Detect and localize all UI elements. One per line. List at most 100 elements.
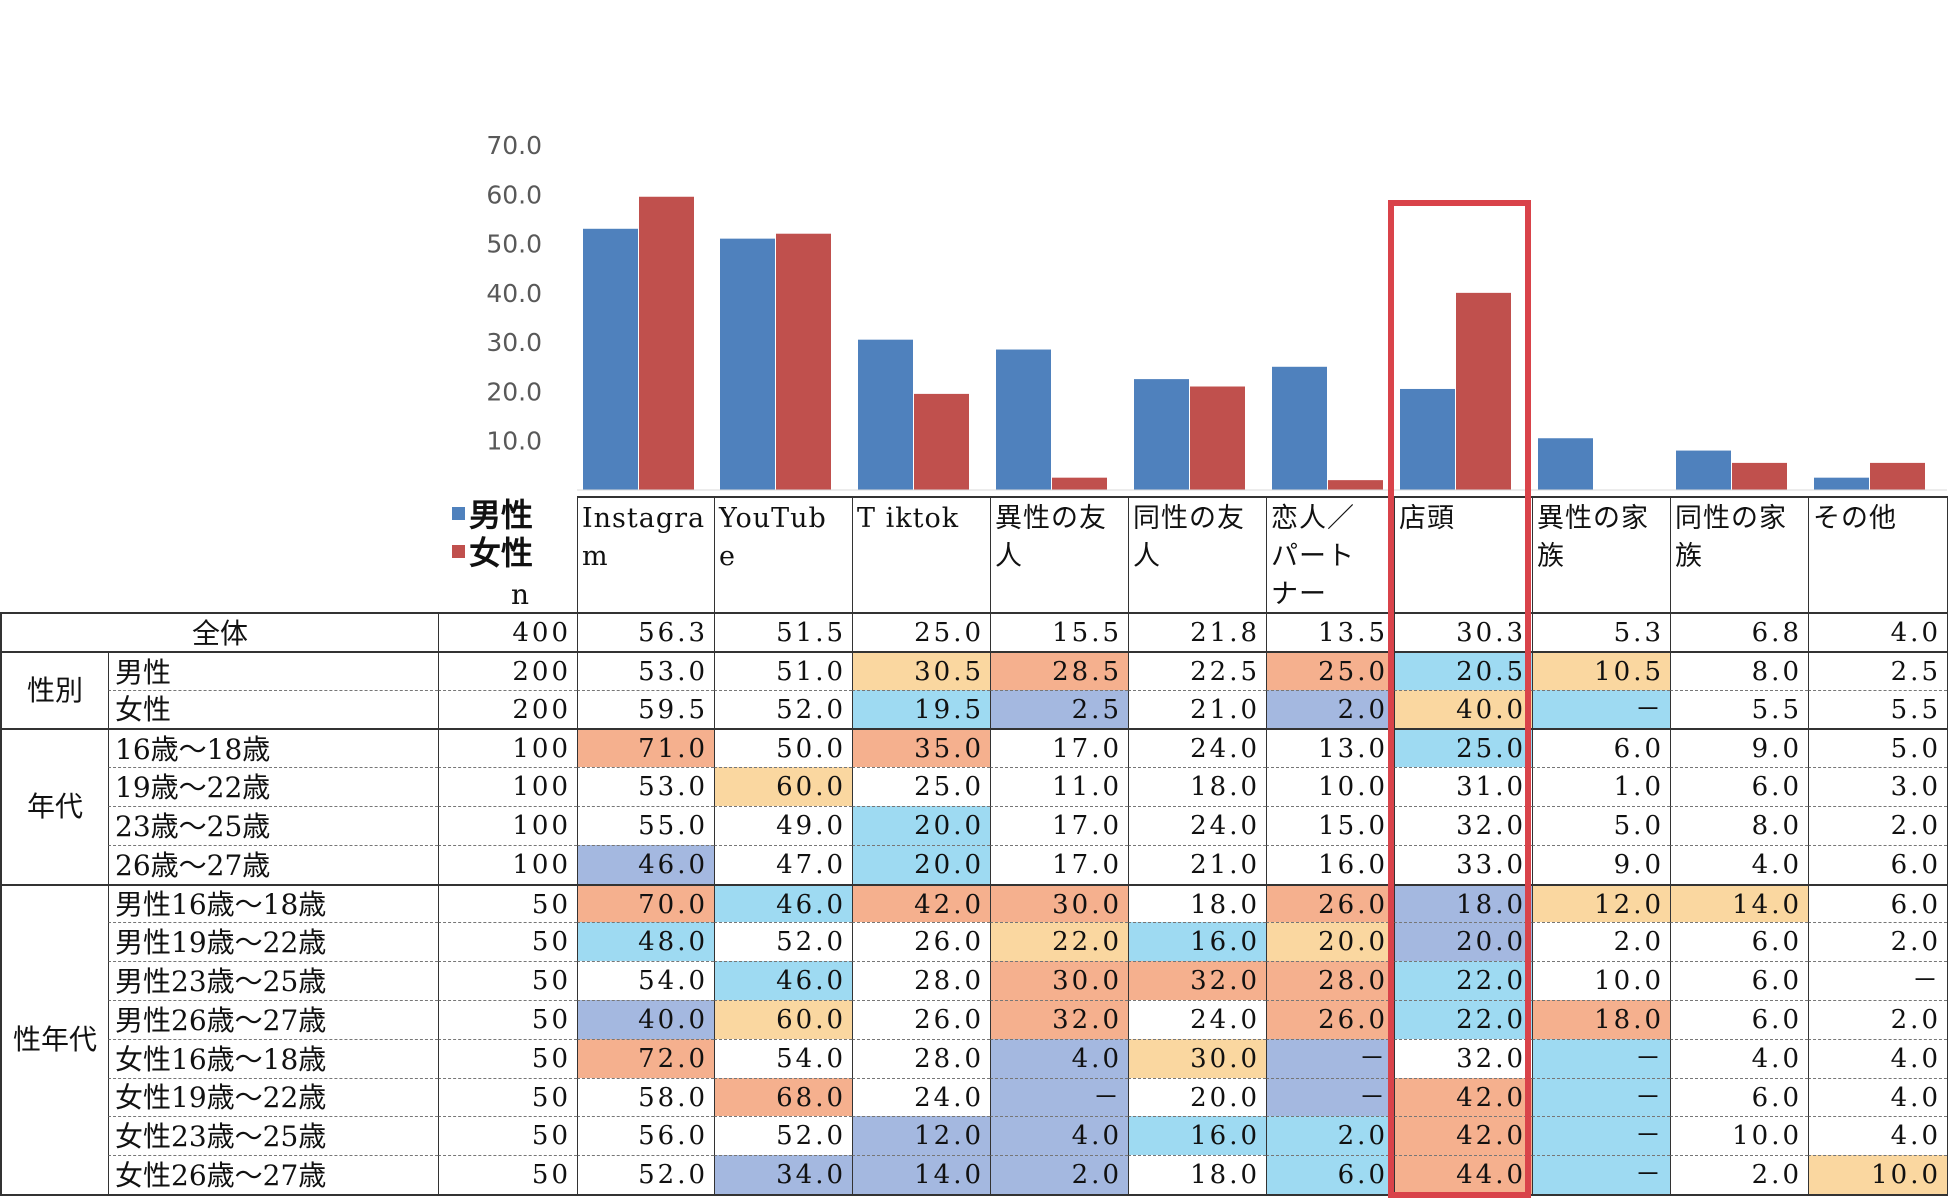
value-cell: 9.0 — [1670, 728, 1808, 767]
value-cell: 24.0 — [1128, 806, 1266, 845]
value-cell: 32.0 — [990, 1000, 1128, 1039]
value-cell: 47.0 — [714, 845, 852, 884]
column-header: 同性の友 人 — [1128, 496, 1266, 612]
table-right-border — [1947, 845, 1948, 884]
row-n: 50 — [438, 1000, 577, 1039]
value-cell: 4.0 — [1808, 1039, 1947, 1078]
table-right-border — [1947, 884, 1948, 922]
value-cell: 16.0 — [1128, 1116, 1266, 1155]
value-cell: 4.0 — [1808, 1116, 1947, 1155]
value-cell: 6.8 — [1670, 612, 1808, 651]
value-cell: 40.0 — [1394, 690, 1532, 728]
value-cell: 5.5 — [1670, 690, 1808, 728]
value-cell: 22.5 — [1128, 651, 1266, 690]
value-cell: 3.0 — [1808, 767, 1947, 806]
value-cell: 2.0 — [1808, 922, 1947, 961]
value-cell: 24.0 — [1128, 1000, 1266, 1039]
group-label: 性年代 — [0, 884, 108, 1194]
value-cell: 2.0 — [1532, 922, 1670, 961]
column-header: 異性の家 族 — [1532, 496, 1670, 612]
value-cell: 51.5 — [714, 612, 852, 651]
value-cell: 2.0 — [990, 1155, 1128, 1194]
column-header: YouTub e — [714, 496, 852, 612]
value-cell: 12.0 — [1532, 884, 1670, 922]
table-right-border — [1947, 651, 1948, 690]
value-cell: 40.0 — [577, 1000, 714, 1039]
column-header: Instagra m — [577, 496, 714, 612]
column-header: 店頭 — [1394, 496, 1532, 612]
row-n: 50 — [438, 1155, 577, 1194]
value-cell: 50.0 — [714, 728, 852, 767]
value-cell: 26.0 — [852, 1000, 990, 1039]
bar-female — [1328, 480, 1383, 490]
value-cell: 21.0 — [1128, 690, 1266, 728]
column-header: 異性の友 人 — [990, 496, 1128, 612]
y-tick-label: 10.0 — [486, 427, 542, 456]
value-cell: 22.0 — [1394, 961, 1532, 1000]
value-cell: 42.0 — [1394, 1078, 1532, 1116]
value-cell: 6.0 — [1670, 961, 1808, 1000]
value-cell: 55.0 — [577, 806, 714, 845]
value-cell: 44.0 — [1394, 1155, 1532, 1194]
value-cell: 60.0 — [714, 767, 852, 806]
table-right-border — [1947, 806, 1948, 845]
row-label: 全体 — [0, 612, 438, 651]
value-cell: 16.0 — [1266, 845, 1394, 884]
value-cell: 30.0 — [990, 884, 1128, 922]
value-cell: 46.0 — [714, 961, 852, 1000]
value-cell: 20.0 — [852, 845, 990, 884]
table-bottom-border — [0, 1194, 1948, 1196]
row-label: 女性 — [108, 690, 438, 728]
value-cell: 2.0 — [1670, 1155, 1808, 1194]
value-cell: － — [1266, 1078, 1394, 1116]
table-right-border — [1947, 1116, 1948, 1155]
value-cell: 32.0 — [1394, 806, 1532, 845]
value-cell: 14.0 — [1670, 884, 1808, 922]
row-label: 女性26歳～27歳 — [108, 1155, 438, 1194]
bar-male — [1676, 450, 1731, 490]
value-cell: 17.0 — [990, 845, 1128, 884]
value-cell: 19.5 — [852, 690, 990, 728]
value-cell: 28.5 — [990, 651, 1128, 690]
row-n: 200 — [438, 651, 577, 690]
row-label: 男性19歳～22歳 — [108, 922, 438, 961]
row-n: 50 — [438, 922, 577, 961]
value-cell: 25.0 — [1266, 651, 1394, 690]
table-right-border — [1947, 690, 1948, 728]
value-cell: 6.0 — [1670, 1000, 1808, 1039]
value-cell: 53.0 — [577, 767, 714, 806]
value-cell: 48.0 — [577, 922, 714, 961]
value-cell: 46.0 — [577, 845, 714, 884]
value-cell: 54.0 — [714, 1039, 852, 1078]
row-n: 50 — [438, 961, 577, 1000]
value-cell: 2.5 — [990, 690, 1128, 728]
value-cell: 2.5 — [1808, 651, 1947, 690]
value-cell: 30.0 — [990, 961, 1128, 1000]
value-cell: 14.0 — [852, 1155, 990, 1194]
value-cell: 31.0 — [1394, 767, 1532, 806]
row-n: 100 — [438, 845, 577, 884]
row-n: 50 — [438, 884, 577, 922]
legend-female: 女性 — [452, 528, 533, 574]
row-n: 50 — [438, 1039, 577, 1078]
value-cell: 32.0 — [1394, 1039, 1532, 1078]
value-cell: 18.0 — [1532, 1000, 1670, 1039]
legend-male-swatch — [452, 506, 465, 520]
row-n: 100 — [438, 806, 577, 845]
value-cell: 17.0 — [990, 728, 1128, 767]
bar-female — [639, 196, 694, 490]
bar-male — [1134, 379, 1189, 490]
value-cell: 17.0 — [990, 806, 1128, 845]
value-cell: 32.0 — [1128, 961, 1266, 1000]
value-cell: 5.0 — [1532, 806, 1670, 845]
value-cell: 34.0 — [714, 1155, 852, 1194]
table-right-border — [1947, 922, 1948, 961]
value-cell: 49.0 — [714, 806, 852, 845]
value-cell: 10.0 — [1266, 767, 1394, 806]
value-cell: 59.5 — [577, 690, 714, 728]
value-cell: 8.0 — [1670, 651, 1808, 690]
value-cell: － — [1266, 1039, 1394, 1078]
row-n: 100 — [438, 728, 577, 767]
bar-male — [858, 339, 913, 490]
bar-female — [1456, 292, 1511, 490]
